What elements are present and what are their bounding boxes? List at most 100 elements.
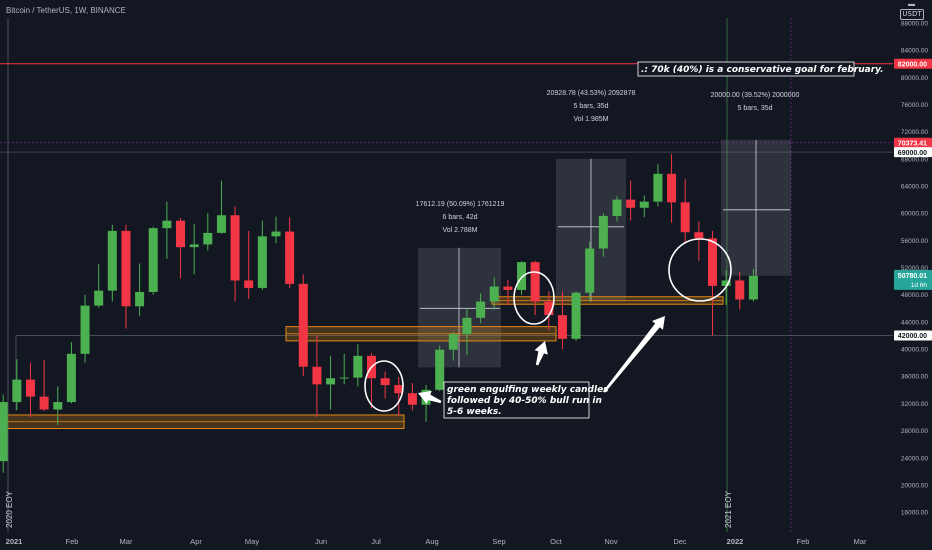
measurement-bars: 5 bars, 35d (573, 103, 608, 110)
candle-body (517, 262, 527, 290)
candle-body (707, 238, 717, 286)
candle-body (244, 280, 254, 288)
tag-current-bg (894, 269, 932, 290)
candle-body (407, 393, 417, 405)
candle-body (448, 334, 458, 350)
candle-body (135, 292, 145, 307)
time-tick-label: May (245, 537, 259, 546)
candle-body (639, 201, 649, 208)
price-tick-label: 44000.00 (901, 319, 928, 326)
tag-69k: 69000.00 (898, 150, 927, 157)
candle-body (326, 378, 336, 385)
measurement-label: 20000.00 (39.52%) 2000000 (711, 92, 800, 99)
candle-body (462, 317, 472, 335)
tag-82k: 82000.00 (898, 61, 927, 68)
price-tick-label: 84000.00 (901, 48, 928, 55)
candle-body (626, 199, 636, 208)
time-axis-bg (0, 532, 893, 550)
candle-body (544, 301, 554, 316)
candle-body (176, 220, 186, 248)
price-tick-label: 32000.00 (901, 401, 928, 408)
bull-note-line: followed by 40-50% bull run in (447, 396, 602, 406)
candle-body (598, 215, 608, 249)
candle-body (80, 305, 90, 354)
candle-body (530, 262, 540, 302)
pointer-arrow (534, 341, 548, 366)
price-tick-label: 52000.00 (901, 265, 928, 272)
goal-note-line: .: 70k (40%) is a conservative goal for … (641, 65, 884, 75)
measurement-label: 20928.78 (43.53%) 2092878 (547, 90, 636, 97)
candle-body (66, 353, 76, 403)
highlight-circle (513, 271, 555, 325)
candle-body (435, 349, 445, 390)
candle-body (107, 230, 117, 291)
candle-body (298, 283, 308, 367)
candle-body (312, 366, 322, 385)
time-tick-label: Feb (797, 537, 810, 546)
candle-body (216, 215, 226, 233)
time-tick-label: 2022 (727, 537, 744, 546)
pointer-arrow (418, 390, 442, 404)
candle-body (489, 286, 499, 302)
price-tick-label: 88000.00 (901, 21, 928, 28)
highlight-circle (668, 238, 732, 302)
candle-body (39, 396, 49, 410)
candle-body (339, 377, 349, 379)
candle-body (721, 280, 731, 286)
candle-body (25, 379, 35, 397)
candle-body (162, 220, 172, 229)
candle-body (353, 355, 363, 378)
price-tick-label: 28000.00 (901, 428, 928, 435)
price-tick-label: 24000.00 (901, 455, 928, 462)
eoy-label: 2020 EOY (5, 490, 14, 528)
highlight-circle (364, 360, 404, 412)
candle-body (12, 379, 22, 403)
candle-body (557, 315, 567, 339)
price-tick-label: 40000.00 (901, 347, 928, 354)
candle-body (285, 231, 295, 284)
candle-body (503, 286, 513, 290)
candle-body (0, 402, 8, 462)
price-tick-label: 72000.00 (901, 129, 928, 136)
candle-body (680, 202, 690, 233)
measurement-volume: Vol 1.985M (573, 116, 608, 123)
tag-70k-bg (894, 137, 932, 148)
price-tick-label: 76000.00 (901, 102, 928, 109)
candle-body (653, 173, 663, 202)
candle-body (271, 231, 281, 237)
price-tick-label: 56000.00 (901, 238, 928, 245)
candle-body (585, 248, 595, 293)
candle-body (203, 232, 213, 245)
candle-body (694, 232, 704, 239)
price-tick-label: 20000.00 (901, 482, 928, 489)
price-tick-label: 68000.00 (901, 156, 928, 163)
candle-body (121, 230, 131, 307)
measurement-box (418, 247, 501, 368)
tag-42k-bg (894, 330, 932, 341)
candle-body (748, 275, 758, 300)
price-tick-label: 64000.00 (901, 184, 928, 191)
bull-note-line: green engulfing weekly candles (447, 385, 609, 395)
candle-body (571, 292, 581, 339)
currency-badge[interactable]: USDT (900, 9, 924, 20)
time-tick-label: Jun (315, 537, 327, 546)
candle-body (380, 378, 390, 386)
price-tick-label: 60000.00 (901, 211, 928, 218)
candle-body (394, 385, 404, 394)
bull-note-line: 5-6 weeks. (447, 407, 502, 417)
candles-group (0, 154, 758, 473)
chart-title: Bitcoin / TetherUS, 1W, BINANCE (6, 6, 126, 15)
tag-current: 50780.01 (898, 273, 927, 280)
price-axis: 16000.00 20000.00 24000.00 28000.00 32000.00… (893, 0, 932, 550)
time-tick-label: Sep (492, 537, 505, 546)
tag-current-time: 1d 6h (911, 282, 928, 289)
goal-note-box (637, 61, 855, 77)
candle-body (53, 402, 63, 410)
time-tick-label: Jul (371, 537, 381, 546)
candle-body (257, 236, 267, 288)
tag-70k: 70373.41 (898, 140, 927, 147)
tag-82k-bg (894, 58, 932, 69)
time-tick-label: Dec (673, 537, 687, 546)
price-tick-label: 36000.00 (901, 374, 928, 381)
